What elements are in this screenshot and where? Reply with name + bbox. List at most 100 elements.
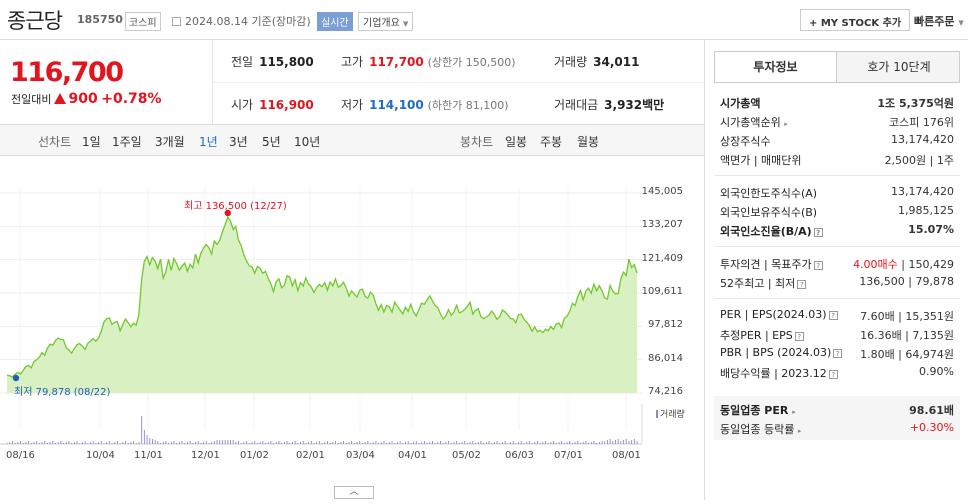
opinion-value: 4.00매수 <box>853 258 898 271</box>
volume-bar <box>38 443 40 444</box>
period-1w[interactable]: 1주일 <box>112 135 142 149</box>
stat-value: 34,011 <box>593 55 640 69</box>
company-overview-dropdown[interactable]: 기업개요 ▼ <box>358 12 414 31</box>
volume-bar <box>370 443 371 444</box>
period-10y[interactable]: 10년 <box>294 135 321 149</box>
candle-daily[interactable]: 일봉 <box>505 135 528 149</box>
price-chart[interactable] <box>0 156 704 500</box>
volume-bar <box>154 440 156 444</box>
volume-bar <box>216 440 218 444</box>
volume-bar <box>95 443 97 444</box>
period-3m[interactable]: 3개월 <box>155 135 185 149</box>
volume-bar <box>308 442 310 444</box>
volume-bar <box>49 442 51 444</box>
help-icon[interactable]: ? <box>797 280 807 289</box>
volume-bar <box>391 441 393 444</box>
chevron-down-icon: ▼ <box>958 19 964 27</box>
period-1d[interactable]: 1일 <box>82 135 101 149</box>
calendar-icon <box>172 17 181 26</box>
quick-order-dropdown[interactable]: 빠른주문 ▼ <box>914 13 964 29</box>
help-icon[interactable]: ? <box>813 228 823 237</box>
help-icon[interactable]: ? <box>828 370 838 379</box>
stat-amount: 거래대금 3,932백만 <box>554 96 664 113</box>
target-price: 150,429 <box>908 258 955 271</box>
volume-bar <box>291 442 293 444</box>
volume-bar <box>195 442 196 444</box>
volume-bar <box>17 442 19 444</box>
volume-bar <box>273 443 275 444</box>
volume-bar <box>574 442 576 444</box>
info-value: 0.90% <box>919 365 954 378</box>
info-key-text: 배당수익률 | 2023.12 <box>720 367 827 380</box>
info-key: 시가총액 <box>720 97 761 110</box>
volume-bar <box>275 442 277 444</box>
volume-bar <box>337 443 339 444</box>
volume-bar <box>230 440 231 444</box>
help-icon[interactable]: ? <box>813 261 823 270</box>
info-row: PBR | BPS (2024.03)? 1.80배 | 64,974원 <box>714 343 960 362</box>
realtime-button[interactable]: 실시간 <box>317 12 353 31</box>
change-amount: 900 <box>68 91 98 107</box>
volume-bar <box>157 441 159 444</box>
volume-bar <box>92 441 94 444</box>
volume-bar <box>442 443 444 444</box>
volume-bar <box>353 443 355 444</box>
volume-bar <box>122 442 124 444</box>
candle-weekly[interactable]: 주봉 <box>540 135 563 149</box>
volume-bar <box>456 441 458 444</box>
volume-bar <box>423 441 425 444</box>
help-icon[interactable]: ? <box>833 349 843 358</box>
volume-bar <box>453 442 455 444</box>
quick-order-label: 빠른주문 <box>914 15 955 28</box>
mystock-add-button[interactable]: + MY STOCK 추가 <box>800 9 911 31</box>
info-key-text: 투자의견 | 목표주가 <box>720 258 812 271</box>
candle-monthly[interactable]: 월봉 <box>577 135 600 149</box>
volume-bar <box>79 443 81 444</box>
info-key: 투자의견 | 목표주가? <box>720 256 823 272</box>
volume-bar <box>461 442 463 444</box>
volume-bar <box>259 442 261 444</box>
volume-bar <box>504 441 506 444</box>
volume-bar <box>262 441 264 444</box>
volume-bar <box>405 442 406 444</box>
volume-bar <box>68 441 70 444</box>
volume-bar <box>601 441 603 444</box>
volume-bar <box>189 441 191 444</box>
help-icon[interactable]: ? <box>794 332 804 341</box>
volume-bar <box>22 443 24 444</box>
x-tick-label: 03/04 <box>346 450 375 461</box>
tab-orderbook[interactable]: 호가 10단계 <box>867 60 931 74</box>
volume-bar <box>100 441 102 444</box>
volume-bar <box>464 441 466 444</box>
info-value: 7.60배 | 15,351원 <box>860 310 954 323</box>
period-3y[interactable]: 3년 <box>229 135 248 149</box>
info-row[interactable]: 동일업종 PER ▸ 98.61배 <box>714 399 960 418</box>
volume-bar <box>294 441 296 444</box>
period-1y[interactable]: 1년 <box>199 135 218 149</box>
info-key: 외국인한도주식수(A) <box>720 187 818 200</box>
volume-bar <box>536 441 538 444</box>
chart-collapse-toggle[interactable]: ︿ <box>334 486 374 499</box>
info-row[interactable]: 동일업종 등락률 ▸ +0.30% <box>714 418 960 437</box>
volume-bar <box>394 443 396 444</box>
x-tick-label: 10/04 <box>86 450 115 461</box>
info-row[interactable]: 시가총액순위 ▸ 코스피 176위 <box>714 111 960 130</box>
info-row: 추정PER | EPS? 16.36배 | 7,135원 <box>714 324 960 343</box>
stat-label: 전일 <box>231 55 254 69</box>
chevron-down-icon: ▼ <box>403 20 409 28</box>
info-value: 1.80배 | 64,974원 <box>860 348 954 361</box>
x-tick-label: 07/01 <box>554 450 583 461</box>
volume-bar <box>431 441 433 444</box>
volume-bar <box>73 442 75 444</box>
volume-bar <box>335 441 336 444</box>
info-key: 외국인소진율(B/A)? <box>720 223 823 239</box>
volume-bar <box>243 442 245 444</box>
tab-invest-info[interactable]: 투자정보 <box>715 52 837 82</box>
volume-bar <box>151 439 153 444</box>
volume-bar <box>44 441 46 444</box>
period-5y[interactable]: 5년 <box>262 135 281 149</box>
foreign-group: 외국인한도주식수(A) 13,174,420 외국인보유주식수(B) 1,985,1… <box>714 182 960 239</box>
volume-bar <box>81 442 83 444</box>
help-icon[interactable]: ? <box>828 311 838 320</box>
up-triangle-icon <box>54 93 67 104</box>
